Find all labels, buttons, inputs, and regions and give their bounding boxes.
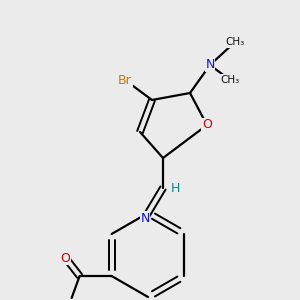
- Text: N: N: [140, 212, 150, 224]
- Text: CH₃: CH₃: [225, 37, 244, 47]
- Text: O: O: [61, 251, 70, 265]
- Text: Br: Br: [118, 74, 132, 86]
- Text: CH₃: CH₃: [220, 75, 240, 85]
- Text: H: H: [170, 182, 180, 194]
- Text: O: O: [202, 118, 212, 131]
- Text: N: N: [205, 58, 215, 71]
